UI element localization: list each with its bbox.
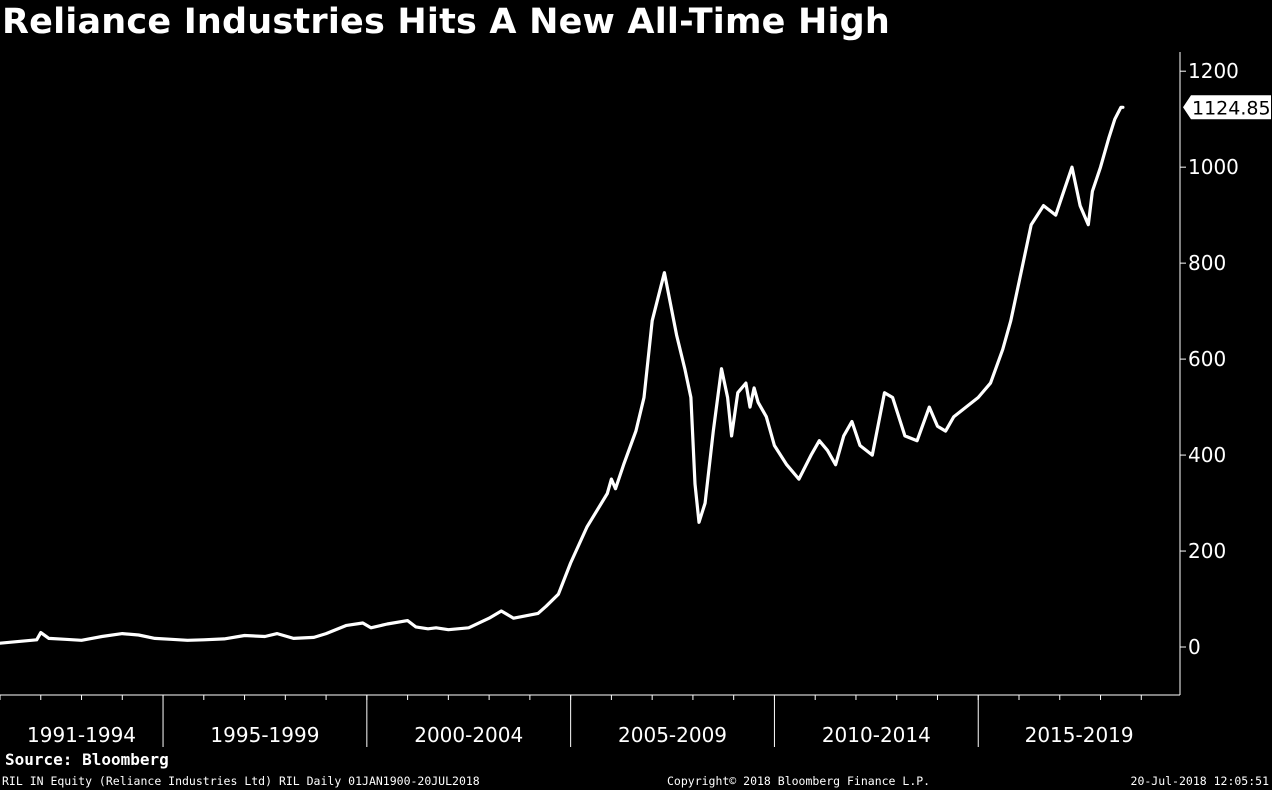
- x-group-label: 2015-2019: [1025, 723, 1134, 747]
- x-group-label: 2010-2014: [822, 723, 931, 747]
- y-axis: 0 200 400 600 800 1000 1200: [1179, 52, 1239, 695]
- last-value-label: 1124.85: [1192, 97, 1271, 119]
- x-axis: 1991-1994 1995-1999 2000-2004 2005-2009 2010…: [0, 694, 1180, 747]
- x-group-label: 2005-2009: [618, 723, 727, 747]
- y-tick-label: 0: [1188, 635, 1201, 659]
- y-tick-label: 800: [1188, 251, 1226, 275]
- y-tick-label: 1000: [1188, 155, 1239, 179]
- y-ticks: 0 200 400 600 800 1000 1200: [1180, 59, 1239, 659]
- x-group-label: 1991-1994: [27, 723, 136, 747]
- source-note: Source: Bloomberg: [5, 750, 169, 769]
- chart-title: Reliance Industries Hits A New All-Time …: [2, 2, 891, 42]
- x-group-labels: 1991-1994 1995-1999 2000-2004 2005-2009 2010…: [27, 723, 1134, 747]
- y-tick-label: 600: [1188, 347, 1226, 371]
- footer-timestamp: 20-Jul-2018 12:05:51: [1130, 774, 1269, 788]
- y-tick-label: 1200: [1188, 59, 1239, 83]
- y-tick-label: 200: [1188, 539, 1226, 563]
- x-group-separators: [162, 695, 979, 747]
- footer-security: RIL IN Equity (Reliance Industries Ltd) …: [2, 774, 480, 788]
- x-group-label: 1995-1999: [210, 723, 319, 747]
- footer-copyright: Copyright© 2018 Bloomberg Finance L.P.: [667, 774, 931, 788]
- series-line-price: [0, 105, 1125, 645]
- last-value-marker: 1124.85: [1183, 95, 1271, 120]
- y-tick-label: 400: [1188, 443, 1226, 467]
- x-group-label: 2000-2004: [414, 723, 523, 747]
- last-value-box: [1183, 95, 1271, 120]
